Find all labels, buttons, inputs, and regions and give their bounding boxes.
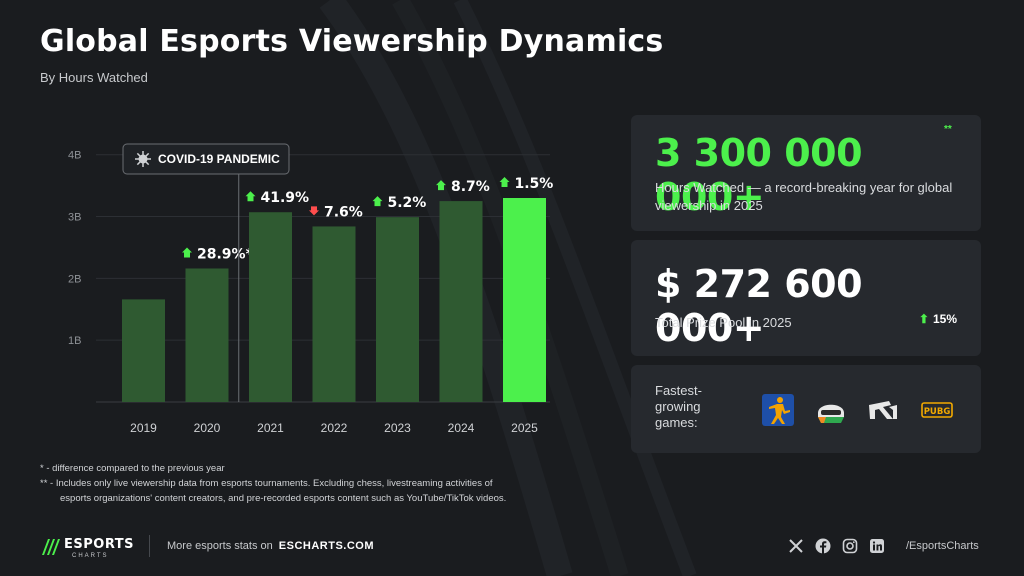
virus-spike [145, 152, 150, 157]
bar-2021 [249, 212, 292, 402]
logo-subtext: CHARTS [72, 553, 109, 559]
prize-pool-value: $ 272 600 000+ [655, 262, 863, 350]
bar-2019 [122, 299, 165, 402]
arrow-up-icon [182, 247, 192, 258]
x-tick-label: 2024 [448, 421, 475, 435]
logo-mark-icon [42, 539, 60, 555]
x-tick-label: 2023 [384, 421, 411, 435]
prize-pool-growth-value: 15% [932, 312, 957, 326]
hours-watched-value: 3 300 000 000+ [655, 131, 863, 219]
pandemic-label: COVID-19 PANDEMIC [158, 152, 280, 166]
page-subtitle: By Hours Watched [40, 70, 148, 85]
data-label: 5.2% [388, 195, 427, 211]
x-tick-label: 2019 [130, 421, 157, 435]
instagram-icon[interactable] [842, 538, 858, 554]
y-tick-label: 1B [68, 335, 81, 347]
arrow-up-icon [436, 180, 446, 191]
bar-2024 [439, 201, 483, 402]
escharts-link[interactable]: ESCHARTS.COM [278, 540, 375, 552]
x-tick-label: 2021 [257, 421, 284, 435]
pubg-mobile-icon [818, 404, 844, 423]
y-tick-label: 2B [68, 273, 81, 285]
hours-watched-card: 3 300 000 000+ ** Hours Watched — a reco… [631, 115, 981, 231]
bar-2025 [503, 198, 546, 402]
arrow-up-icon [372, 196, 383, 207]
pandemic-box [122, 143, 290, 175]
footnote-2-continued: esports organizations' content creators,… [60, 493, 507, 504]
pubg-icon: PUBG [921, 402, 953, 418]
footnotes: * - difference compared to the previous … [40, 461, 506, 506]
facebook-icon[interactable] [815, 538, 831, 554]
logo-text: ESPORTS [64, 537, 134, 552]
bar-2022 [312, 226, 356, 402]
more-stats: More esports stats on ESCHARTS.COM [167, 540, 374, 552]
y-tick-label: 4B [68, 150, 81, 162]
bar-2023 [376, 217, 419, 402]
virus-icon [138, 154, 148, 164]
footnote-marker: ** [944, 124, 952, 135]
y-tick-label: 3B [68, 212, 81, 224]
social-handle: /EsportsCharts [906, 540, 979, 552]
footnote-1: * - difference compared to the previous … [40, 463, 225, 474]
prize-pool-description: Total Prize Pool in 2025 [655, 315, 792, 330]
virus-spike [136, 152, 141, 157]
data-label: 1.5% [515, 176, 554, 192]
prize-pool-card: $ 272 600 000+ Total Prize Pool in 2025 … [631, 240, 981, 356]
arrow-up-icon [499, 177, 510, 187]
footer-divider [149, 535, 150, 557]
x-icon[interactable] [788, 538, 804, 554]
esports-charts-logo[interactable]: ESPORTS CHARTS [40, 535, 133, 562]
virus-spike [136, 161, 141, 166]
svg-text:PUBG: PUBG [924, 407, 951, 417]
fastest-growing-label: Fastest-growing games: [655, 383, 702, 430]
data-label: 41.9% [261, 190, 310, 206]
hours-watched-description: Hours Watched — a record-breaking year f… [655, 180, 953, 213]
more-stats-text: More esports stats on [167, 540, 273, 552]
prize-pool-growth: ⬆ 15% [919, 312, 957, 326]
viewership-bar-chart: 1B 2B 3B 4B 2019 2020 28.9%* 2021 41.9% 2022 7.6% 2… [68, 143, 554, 435]
footnote-2: ** - Includes only live viewership data … [40, 478, 493, 489]
bar-2020 [185, 268, 229, 402]
data-label: 7.6% [324, 204, 363, 220]
fastest-growing-card: Fastest-growing games: PUBG [631, 365, 981, 453]
x-tick-label: 2025 [511, 421, 538, 435]
page-title: Global Esports Viewership Dynamics [40, 24, 664, 59]
data-label: 8.7% [451, 179, 490, 195]
virus-spike [145, 161, 150, 166]
linkedin-icon[interactable] [869, 538, 885, 554]
arrow-up-icon [245, 191, 256, 202]
arrow-down-icon [309, 206, 319, 216]
counter-strike-icon [762, 394, 794, 426]
rainbow-six-icon [869, 401, 897, 419]
x-tick-label: 2020 [194, 421, 221, 435]
arrow-up-icon: ⬆ [918, 312, 929, 326]
data-label: 28.9%* [197, 246, 254, 262]
x-tick-label: 2022 [321, 421, 348, 435]
